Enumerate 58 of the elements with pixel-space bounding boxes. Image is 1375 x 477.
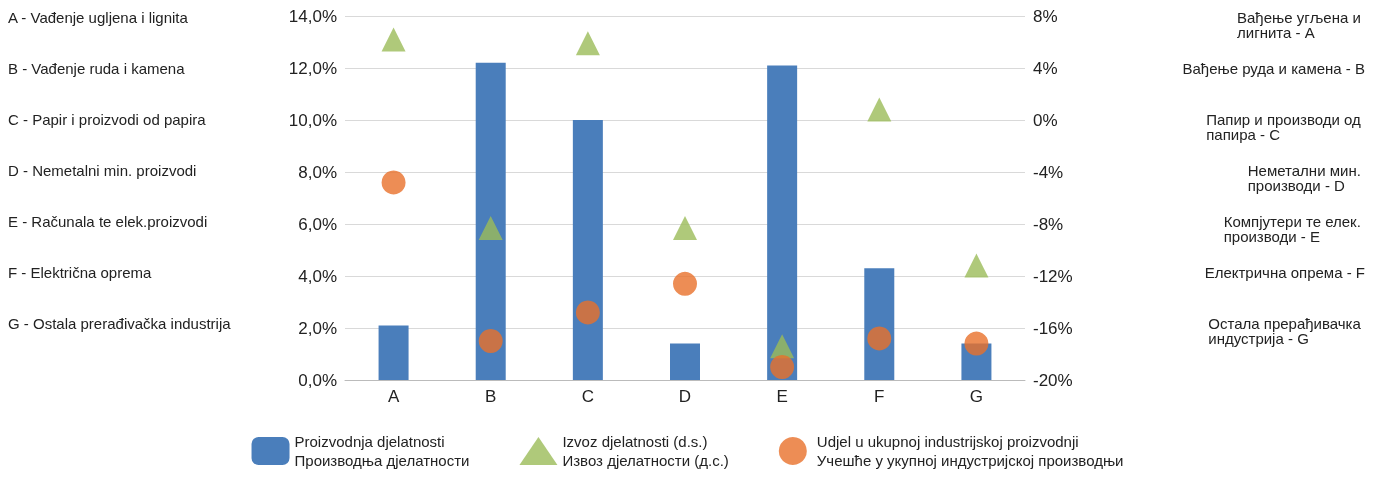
point xyxy=(867,326,892,351)
text: F - Električna oprema xyxy=(8,264,153,281)
y-tick-label: 2,0% xyxy=(298,318,337,338)
bar xyxy=(378,325,409,380)
point xyxy=(381,170,406,195)
y2-tick-label: -20% xyxy=(1033,370,1073,390)
legend-label: Udjel u ukupnoj industrijskoj proizvodnji Учешће у укупној индустријској производњи xyxy=(816,433,1124,469)
x-tick-label: E xyxy=(776,387,788,406)
y2-tick-label: -16% xyxy=(1033,318,1073,338)
y-tick-label: 4,0% xyxy=(298,266,337,286)
text: C - Papir i proizvodi od papira xyxy=(8,111,207,128)
legend-label: Izvoz djelatnosti (d.s.) Извоз дјелатности (д.с.) xyxy=(562,433,729,469)
text: Вађење руда и камена - B xyxy=(1182,60,1366,77)
bar xyxy=(475,62,506,380)
point xyxy=(575,31,600,56)
text: G - Ostala prerađivačka industrija xyxy=(8,315,232,332)
text: B - Vađenje ruda i kamena xyxy=(8,60,186,77)
y-tick-label: 6,0% xyxy=(298,214,337,234)
text: Остала прерађивачка индустрија - G xyxy=(1208,315,1365,347)
point xyxy=(673,271,697,296)
text: Неметални мин. производи - D xyxy=(1247,162,1366,194)
x-tick-label: F xyxy=(874,387,885,406)
bar xyxy=(670,343,700,380)
y2-tick-label: -12% xyxy=(1033,266,1073,286)
legend-label: Proizvodnja djelatnosti Производња дјелатности xyxy=(294,433,470,469)
point xyxy=(575,300,600,325)
x-tick-label: A xyxy=(387,387,400,406)
bar xyxy=(572,120,603,380)
point xyxy=(478,215,503,240)
x-tick-label: G xyxy=(969,387,984,406)
x-tick-label: B xyxy=(485,387,497,406)
point xyxy=(478,329,503,353)
y2-tick-label: -4% xyxy=(1033,162,1064,182)
y-tick-label: 10,0% xyxy=(288,110,337,130)
y2-tick-label: 0% xyxy=(1033,110,1058,130)
y-tick-label: 14,0% xyxy=(288,6,337,26)
text: Папир и производи од папира - C xyxy=(1206,111,1366,143)
point xyxy=(770,355,795,379)
y2-tick-label: -8% xyxy=(1033,214,1064,234)
y2-tick-label: 8% xyxy=(1033,6,1058,26)
point xyxy=(964,253,989,278)
text: Електрична опрема - F xyxy=(1204,264,1365,281)
x-tick-label: C xyxy=(581,387,594,406)
y2-tick-label: 4% xyxy=(1033,58,1058,78)
y-tick-label: 12,0% xyxy=(288,58,337,78)
point xyxy=(964,331,989,356)
y-tick-label: 8,0% xyxy=(298,162,337,182)
text: Компјутери те елек. производи - E xyxy=(1223,213,1365,245)
text: A - Vađenje ugljena i lignita xyxy=(8,9,189,26)
x-tick-label: D xyxy=(678,387,692,406)
point xyxy=(867,97,892,122)
y-tick-label: 0,0% xyxy=(298,370,337,390)
bar xyxy=(767,65,798,380)
text: Вађење угљена и лигнита - A xyxy=(1237,9,1366,41)
text: D - Nemetalni min. proizvodi xyxy=(8,162,197,179)
text: E - Računala te elek.proizvodi xyxy=(8,213,208,230)
point xyxy=(673,215,697,240)
point xyxy=(381,27,406,52)
